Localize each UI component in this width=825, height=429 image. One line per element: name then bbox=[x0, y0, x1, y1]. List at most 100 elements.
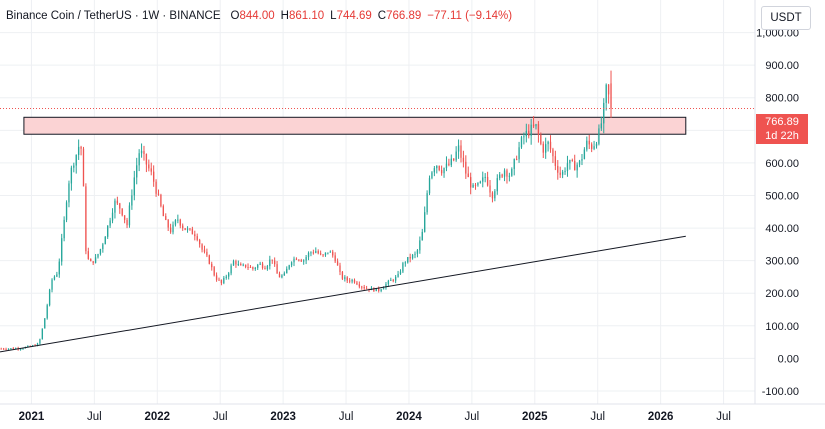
symbol-title[interactable]: Binance Coin / TetherUS · 1W · BINANCE bbox=[6, 10, 221, 22]
candle-body bbox=[332, 251, 334, 256]
candles bbox=[0, 70, 612, 351]
last-price-value: 766.89 bbox=[765, 116, 799, 128]
candle-body bbox=[148, 164, 150, 169]
candle-body bbox=[5, 349, 7, 351]
price-tick-label: 500.00 bbox=[765, 190, 799, 202]
candle-body bbox=[111, 212, 114, 221]
high-label: H bbox=[280, 10, 289, 22]
candle-body bbox=[133, 177, 135, 196]
candle-body bbox=[378, 288, 380, 291]
candle-body bbox=[576, 164, 578, 171]
candle-body bbox=[99, 249, 102, 255]
candle-body bbox=[53, 276, 56, 280]
candle-body bbox=[247, 266, 249, 268]
candle-body bbox=[341, 271, 344, 279]
close-value: 766.89 bbox=[386, 10, 422, 22]
low-label: L bbox=[330, 10, 337, 22]
candle-body bbox=[191, 228, 194, 235]
candle-body bbox=[162, 206, 165, 217]
candle-body bbox=[276, 264, 278, 274]
candle-body bbox=[578, 160, 581, 165]
candle-body bbox=[566, 163, 569, 172]
candle-body bbox=[298, 259, 300, 261]
candle-body bbox=[491, 192, 494, 199]
candle-body bbox=[346, 277, 348, 281]
candle-body bbox=[230, 265, 232, 274]
candle-body bbox=[278, 273, 281, 278]
candle-body bbox=[494, 191, 496, 199]
candle-body bbox=[402, 263, 404, 272]
candle-body bbox=[203, 249, 206, 252]
candle-body bbox=[184, 228, 186, 230]
candle-body bbox=[128, 205, 131, 226]
support-trendline bbox=[0, 235, 686, 353]
candle-body bbox=[530, 124, 532, 136]
candle-body bbox=[218, 279, 220, 281]
candle-body bbox=[319, 253, 322, 255]
candle-body bbox=[571, 159, 573, 161]
candle-body bbox=[382, 287, 385, 290]
candle-body bbox=[85, 186, 87, 252]
candle-body bbox=[261, 263, 264, 268]
candle-body bbox=[525, 130, 527, 137]
candle-body bbox=[443, 168, 445, 174]
candle-body bbox=[499, 174, 501, 179]
candle-body bbox=[552, 149, 554, 157]
candle-body bbox=[114, 200, 116, 213]
candle-body bbox=[482, 177, 484, 182]
candle-body bbox=[445, 163, 448, 169]
candle-body bbox=[2, 348, 5, 350]
candle-body bbox=[70, 167, 73, 184]
candle-body bbox=[19, 348, 22, 350]
candle-body bbox=[273, 260, 276, 265]
candle-body bbox=[281, 275, 283, 278]
candle-body bbox=[467, 173, 469, 178]
candle-body bbox=[336, 261, 339, 266]
zone-layer bbox=[23, 116, 687, 135]
candle-body bbox=[380, 289, 382, 291]
close-label: C bbox=[377, 10, 387, 22]
candle-body bbox=[36, 343, 39, 346]
candle-body bbox=[503, 170, 506, 177]
time-tick-label: 2025 bbox=[522, 411, 548, 423]
candle-body bbox=[145, 154, 148, 165]
candle-body bbox=[557, 165, 559, 173]
time-tick-label: 2021 bbox=[19, 411, 45, 423]
price-tick-label: 100.00 bbox=[765, 321, 799, 333]
candle-body bbox=[303, 260, 305, 262]
candle-body bbox=[271, 259, 273, 261]
candle-body bbox=[312, 252, 315, 254]
candle-body bbox=[172, 224, 174, 233]
candle-body bbox=[194, 234, 196, 237]
candle-body bbox=[603, 102, 605, 124]
candle-body bbox=[310, 252, 312, 254]
candle-body bbox=[450, 158, 452, 166]
candle-body bbox=[513, 159, 515, 169]
candle-body bbox=[44, 318, 46, 329]
candle-body bbox=[242, 264, 244, 266]
candle-body bbox=[462, 157, 465, 162]
candle-body bbox=[334, 255, 336, 262]
candle-body bbox=[349, 280, 351, 282]
candle-body bbox=[75, 154, 77, 166]
price-tick-label: 1,000.00 bbox=[756, 28, 799, 40]
candle-body bbox=[404, 262, 406, 264]
candle-body bbox=[283, 273, 286, 276]
high-value: 861.10 bbox=[288, 10, 325, 22]
candle-body bbox=[223, 277, 225, 284]
candle-body bbox=[554, 156, 557, 166]
candle-body bbox=[511, 168, 513, 176]
candle-body bbox=[65, 202, 68, 220]
currency-button[interactable]: USDT bbox=[761, 6, 811, 30]
candle-body bbox=[438, 165, 440, 171]
candle-body bbox=[63, 219, 65, 239]
candle-body bbox=[363, 286, 365, 289]
candle-body bbox=[440, 170, 443, 174]
candle-body bbox=[387, 280, 390, 285]
candle-body bbox=[501, 174, 503, 177]
candle-body bbox=[586, 140, 588, 150]
time-tick-label: 2023 bbox=[270, 411, 296, 423]
candle-body bbox=[600, 123, 603, 129]
candle-body bbox=[27, 345, 29, 347]
